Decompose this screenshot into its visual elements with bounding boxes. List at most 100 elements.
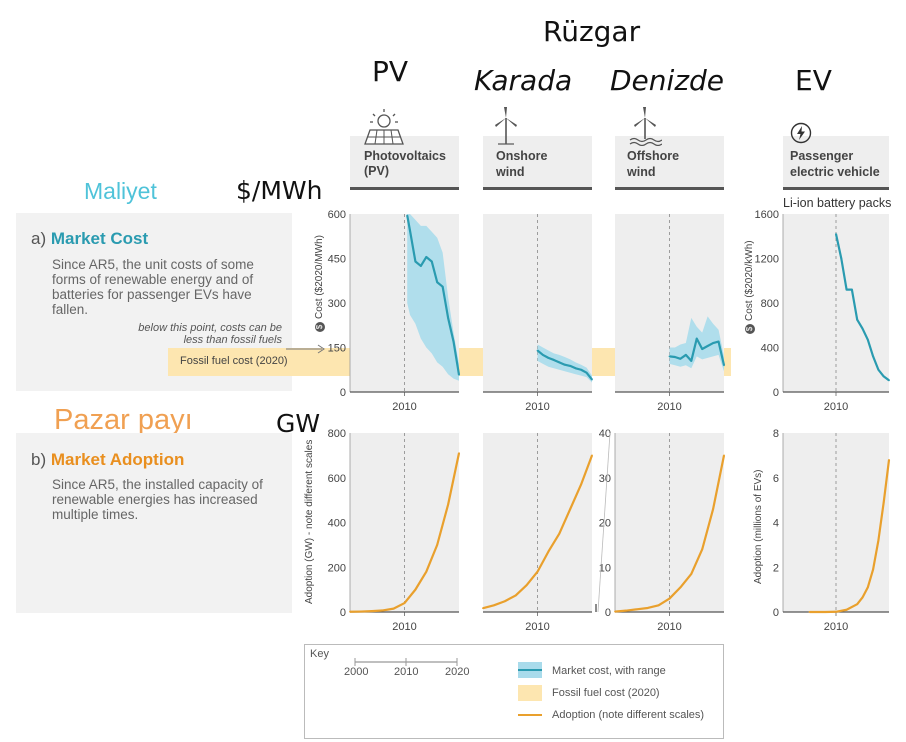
data-point bbox=[674, 356, 676, 358]
data-point bbox=[580, 368, 582, 371]
offshore-tile-rule bbox=[615, 187, 724, 190]
data-point bbox=[646, 607, 649, 609]
data-point bbox=[430, 260, 433, 263]
key-year-2020: 2020 bbox=[445, 666, 470, 678]
denizde-overlay-title: Denizde bbox=[610, 64, 725, 97]
data-point bbox=[824, 611, 827, 613]
data-point bbox=[414, 260, 417, 263]
data-point bbox=[808, 611, 811, 613]
pv-overlay-title: PV bbox=[372, 55, 409, 88]
market-adoption-panel bbox=[16, 433, 292, 613]
data-point bbox=[441, 285, 444, 288]
market-adoption-prefix: b) bbox=[31, 450, 47, 469]
key-adopt-swatch-line bbox=[518, 714, 542, 716]
key-timeline bbox=[354, 658, 458, 666]
data-point bbox=[690, 573, 693, 575]
data-point bbox=[458, 373, 460, 376]
ruzgar-overlay-title: Rüzgar bbox=[543, 15, 641, 48]
key-cost-label: Market cost, with range bbox=[552, 665, 666, 677]
y-tick-label: 0 bbox=[773, 387, 779, 399]
data-point bbox=[381, 609, 384, 612]
data-point bbox=[882, 375, 885, 378]
data-point bbox=[547, 356, 550, 359]
data-point bbox=[877, 368, 880, 371]
data-point bbox=[482, 607, 484, 610]
ev-tile-rule bbox=[783, 187, 889, 190]
data-point bbox=[458, 452, 460, 455]
market-adoption-text: Since AR5, the installed capacity of ren… bbox=[52, 477, 263, 522]
data-point bbox=[447, 503, 449, 506]
data-point bbox=[409, 229, 411, 232]
x-tick-label: 2010 bbox=[525, 621, 549, 633]
y-tick-label: 400 bbox=[328, 518, 346, 530]
data-point bbox=[425, 570, 428, 573]
data-point bbox=[856, 603, 859, 606]
data-point bbox=[723, 454, 725, 457]
data-point bbox=[503, 600, 506, 603]
data-point bbox=[635, 608, 638, 611]
y-tick-label: 1200 bbox=[755, 254, 779, 266]
y-tick-label: 400 bbox=[761, 343, 779, 355]
data-point bbox=[668, 597, 671, 600]
data-point bbox=[866, 586, 869, 589]
data-point bbox=[552, 359, 555, 361]
data-point bbox=[425, 256, 428, 258]
data-point bbox=[888, 458, 890, 461]
ev-tile bbox=[783, 136, 889, 188]
onshore-tile-rule bbox=[483, 187, 592, 190]
y-tick-label: 600 bbox=[328, 209, 346, 221]
y-tick-label: 30 bbox=[599, 473, 611, 485]
scale-change-connector bbox=[597, 432, 611, 613]
x-tick-label: 2010 bbox=[392, 401, 416, 413]
y-tick-label: 4 bbox=[773, 518, 779, 530]
data-point bbox=[835, 233, 837, 235]
data-point bbox=[558, 532, 561, 535]
data-point bbox=[835, 610, 837, 613]
x-tick-label: 2010 bbox=[824, 401, 848, 413]
data-point bbox=[684, 354, 687, 356]
data-point bbox=[872, 355, 874, 358]
data-point bbox=[447, 316, 449, 319]
battery-note: Li-ion battery packs bbox=[783, 196, 892, 210]
data-point bbox=[882, 501, 885, 504]
data-point bbox=[679, 357, 682, 360]
karada-overlay-title: Karada bbox=[474, 64, 573, 97]
data-point bbox=[536, 570, 539, 573]
y-tick-label: 450 bbox=[328, 254, 346, 266]
ev-charging-plug-icon bbox=[790, 122, 812, 144]
ev-tile-title-1: Passenger bbox=[790, 149, 854, 163]
data-point bbox=[360, 610, 362, 613]
x-tick-label: 2010 bbox=[525, 401, 549, 413]
y-tick-label: 40 bbox=[599, 428, 611, 440]
offshore-tile bbox=[615, 136, 724, 188]
data-point bbox=[701, 348, 704, 350]
y-tick-label: 2 bbox=[773, 562, 779, 574]
x-tick-label: 2010 bbox=[824, 621, 848, 633]
data-point bbox=[712, 508, 714, 510]
data-point bbox=[679, 586, 682, 589]
data-point bbox=[514, 594, 517, 597]
y-tick-label: 0 bbox=[340, 387, 346, 399]
key-cost-swatch-line bbox=[518, 669, 542, 671]
data-point bbox=[866, 338, 869, 341]
key-fossil-label: Fossil fuel cost (2020) bbox=[552, 687, 660, 699]
data-point bbox=[712, 342, 714, 344]
cost-range-band bbox=[407, 214, 459, 381]
key-box bbox=[304, 644, 724, 739]
data-point bbox=[657, 604, 660, 607]
y-tick-label: 10 bbox=[599, 562, 611, 574]
pazar-overlay-label: Pazar payı bbox=[54, 404, 193, 436]
key-adopt-label: Adoption (note different scales) bbox=[552, 709, 705, 721]
offshore-tile-title-2: wind bbox=[627, 165, 656, 179]
y-tick-label: 0 bbox=[340, 607, 346, 619]
data-point bbox=[370, 610, 373, 613]
data-point bbox=[585, 371, 588, 374]
data-point bbox=[392, 607, 395, 610]
data-point bbox=[591, 454, 593, 457]
data-point bbox=[403, 602, 406, 604]
maliyet-overlay-label: Maliyet bbox=[84, 178, 157, 204]
onshore-tile-title-2: wind bbox=[496, 165, 525, 179]
cost-unit-overlay: $/MWh bbox=[236, 176, 323, 205]
y-tick-label: 0 bbox=[773, 607, 779, 619]
y-tick-label: 800 bbox=[761, 298, 779, 310]
